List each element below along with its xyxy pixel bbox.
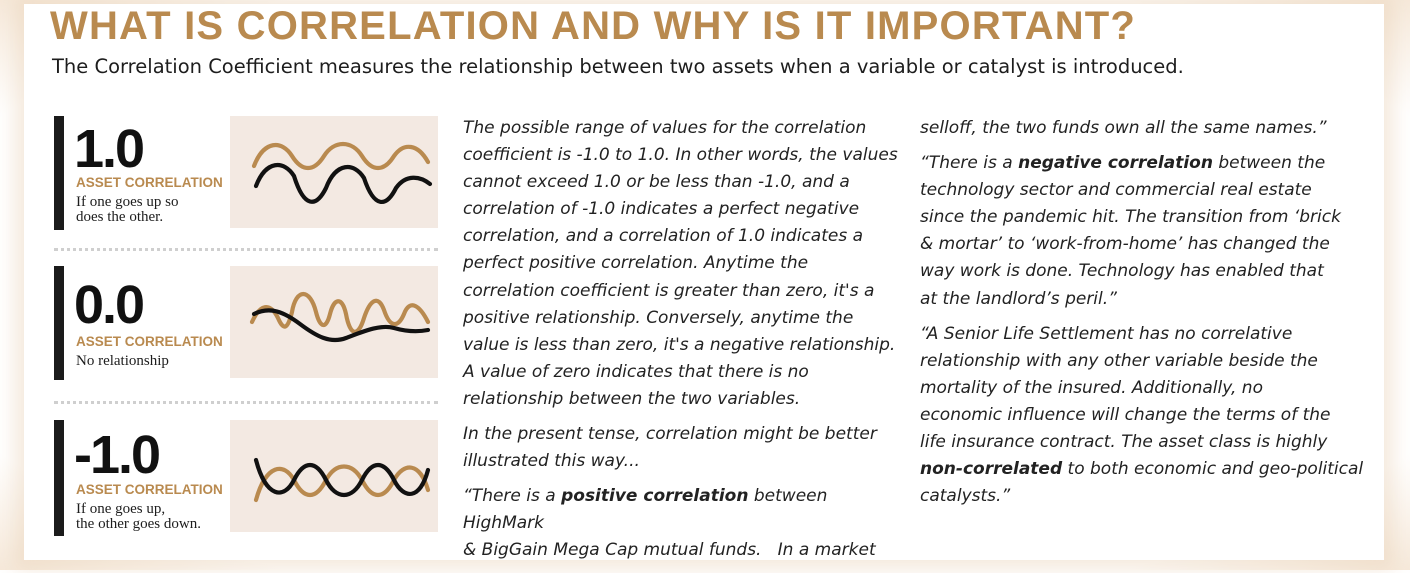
block-accent-bar — [54, 420, 64, 536]
black-wave-line — [253, 162, 433, 204]
text-line: In the present tense, correlation might … — [463, 424, 877, 445]
range-explanation-paragraph: The possible range of values for the cor… — [463, 115, 913, 413]
block-accent-bar — [54, 266, 64, 380]
text-run: “There is a — [463, 486, 562, 507]
text-line: illustrated this way... — [463, 451, 640, 472]
positive-correlation-wave-panel — [230, 116, 438, 228]
text-line: since the pandemic hit. The transition f… — [920, 207, 1341, 228]
page-title: WHAT IS CORRELATION AND WHY IS IT IMPORT… — [50, 4, 1137, 48]
correlation-label: ASSET CORRELATION — [76, 482, 223, 497]
text-line: life insurance contract. The asset class… — [920, 432, 1328, 453]
correlation-block-positive: 1.0 ASSET CORRELATION If one goes up so … — [54, 116, 444, 236]
text-line: relationship with any other variable bes… — [920, 350, 1318, 371]
text-run: to both economic and geo-political — [1062, 459, 1364, 480]
present-tense-paragraph: In the present tense, correlation might … — [463, 421, 913, 475]
correlation-label: ASSET CORRELATION — [76, 175, 223, 190]
positive-correlation-quote: “There is a positive correlation between… — [463, 483, 913, 564]
text-line: The possible range of values for the cor… — [463, 118, 867, 138]
negative-correlation-emphasis: negative correlation — [1018, 153, 1213, 174]
non-correlation-quote: “A Senior Life Settlement has no correla… — [920, 321, 1380, 511]
text-run: between the — [1212, 153, 1326, 174]
text-line: technology sector and commercial real es… — [920, 180, 1312, 201]
correlation-block-none: 0.0 ASSET CORRELATION No relationship — [54, 266, 444, 386]
correlation-value: 0.0 — [74, 275, 145, 335]
text-line: correlation of -1.0 indicates a perfect … — [463, 199, 860, 220]
text-line: way work is done. Technology has enabled… — [920, 261, 1324, 282]
text-line: & BigGain Mega Cap mutual funds. In a ma… — [463, 540, 876, 561]
text-line: economic influence will change the terms… — [920, 404, 1331, 425]
text-line: cannot exceed 1.0 or be less than -1.0, … — [463, 172, 850, 193]
text-line: coefficient is -1.0 to 1.0. In other wor… — [463, 145, 898, 166]
block-divider — [54, 401, 438, 404]
correlation-value: -1.0 — [74, 425, 161, 485]
gold-wave-line — [249, 291, 431, 334]
middle-text-column: The possible range of values for the cor… — [463, 115, 913, 573]
correlation-value: 1.0 — [74, 119, 145, 179]
text-line: perfect positive correlation. Anytime th… — [463, 253, 809, 274]
correlation-desc-line: No relationship — [76, 353, 169, 369]
gold-wave-line — [251, 141, 431, 171]
text-line: “A Senior Life Settlement has no correla… — [920, 323, 1293, 344]
correlation-label: ASSET CORRELATION — [76, 334, 223, 349]
correlation-desc-line: If one goes up so — [76, 194, 179, 210]
text-line: mortality of the insured. Additionally, … — [920, 377, 1263, 398]
no-correlation-wave-graphic — [249, 291, 431, 343]
negative-correlation-wave-panel — [230, 420, 438, 532]
black-wave-line — [251, 308, 431, 343]
non-correlated-emphasis: non-correlated — [920, 459, 1063, 480]
positive-correlation-wave-graphic — [251, 141, 433, 204]
correlation-desc-line: If one goes up, — [76, 501, 166, 517]
right-text-column: selloff, the two funds own all the same … — [920, 115, 1380, 518]
text-run: “There is a — [920, 153, 1019, 174]
text-line: A value of zero indicates that there is … — [463, 361, 809, 382]
correlation-desc-line: does the other. — [76, 209, 164, 225]
correlation-block-negative: -1.0 ASSET CORRELATION If one goes up, t… — [54, 420, 444, 540]
block-divider — [54, 248, 438, 251]
text-line: selloff, the two funds own all the same … — [920, 118, 1327, 138]
text-line: at the landlord’s peril.” — [920, 288, 1117, 309]
quote-continuation: selloff, the two funds own all the same … — [920, 115, 1380, 142]
text-line: catalysts.” — [920, 486, 1011, 507]
no-correlation-wave-panel — [230, 266, 438, 378]
negative-correlation-wave-graphic — [253, 457, 431, 503]
text-line: correlation, and a correlation of 1.0 in… — [463, 226, 864, 247]
text-line: relationship between the two variables. — [463, 388, 801, 409]
block-accent-bar — [54, 116, 64, 230]
text-line: correlation coefficient is greater than … — [463, 280, 875, 301]
negative-correlation-quote: “There is a negative correlation between… — [920, 150, 1380, 313]
positive-correlation-emphasis: positive correlation — [561, 486, 749, 507]
gold-wave-line — [253, 464, 431, 503]
text-line: value is less than zero, it's a negative… — [463, 334, 896, 355]
black-wave-line — [253, 457, 431, 498]
correlation-desc-line: the other goes down. — [76, 516, 201, 532]
text-line: & mortar’ to ‘work-from-home’ has change… — [920, 234, 1330, 255]
page-subtitle: The Correlation Coefficient measures the… — [52, 55, 1184, 78]
text-line: positive relationship. Conversely, anyti… — [463, 307, 854, 328]
text-run: between HighMark — [463, 486, 828, 534]
